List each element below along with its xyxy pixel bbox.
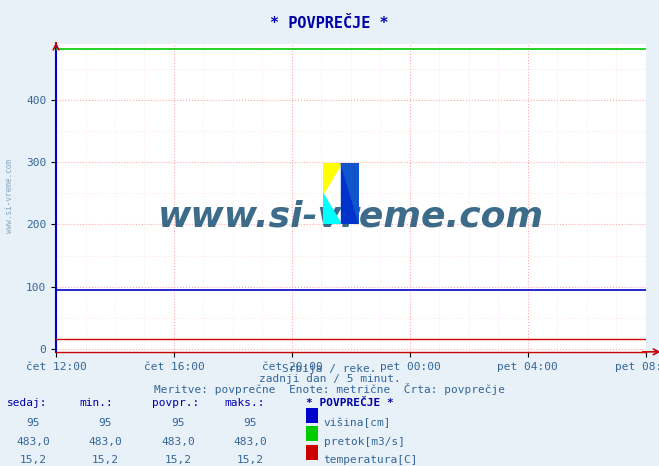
Text: višina[cm]: višina[cm] [324,418,391,428]
Polygon shape [341,163,359,224]
Text: 483,0: 483,0 [233,437,268,446]
Text: www.si-vreme.com: www.si-vreme.com [5,159,14,233]
Text: 483,0: 483,0 [88,437,123,446]
Text: 15,2: 15,2 [165,455,191,465]
Text: 95: 95 [244,418,257,428]
Text: 15,2: 15,2 [20,455,46,465]
Polygon shape [323,163,341,193]
Text: 95: 95 [99,418,112,428]
Text: * POVPREČJE *: * POVPREČJE * [270,16,389,31]
Text: Srbija / reke.: Srbija / reke. [282,364,377,374]
Text: 483,0: 483,0 [161,437,195,446]
Text: temperatura[C]: temperatura[C] [324,455,418,465]
Text: maks.:: maks.: [224,398,264,408]
Text: 15,2: 15,2 [92,455,119,465]
Text: www.si-vreme.com: www.si-vreme.com [158,199,544,233]
Polygon shape [323,193,341,224]
Text: Meritve: povprečne  Enote: metrične  Črta: povprečje: Meritve: povprečne Enote: metrične Črta:… [154,383,505,395]
Bar [341,163,359,224]
Text: povpr.:: povpr.: [152,398,199,408]
Text: * POVPREČJE *: * POVPREČJE * [306,398,394,408]
Text: min.:: min.: [79,398,113,408]
Text: 15,2: 15,2 [237,455,264,465]
Text: sedaj:: sedaj: [7,398,47,408]
Text: zadnji dan / 5 minut.: zadnji dan / 5 minut. [258,374,401,384]
Text: 95: 95 [26,418,40,428]
Text: 95: 95 [171,418,185,428]
Text: pretok[m3/s]: pretok[m3/s] [324,437,405,446]
Text: 483,0: 483,0 [16,437,50,446]
